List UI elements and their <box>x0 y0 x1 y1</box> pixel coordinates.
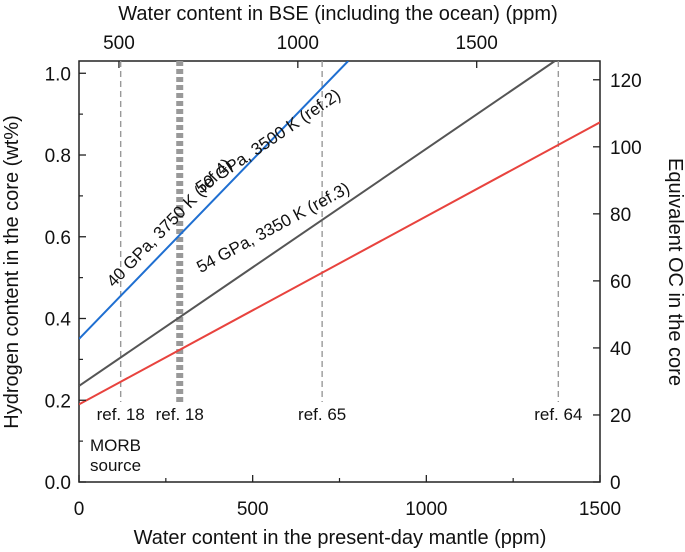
top-x-axis-title: Water content in BSE (including the ocea… <box>118 3 557 25</box>
series-line <box>79 61 556 387</box>
right-y-tick-label: 80 <box>610 205 631 226</box>
y-tick-label: 0.0 <box>45 473 71 494</box>
series-line <box>79 61 349 340</box>
ref-label: ref. 18 <box>97 405 145 424</box>
y-tick-label: 1.0 <box>45 64 71 85</box>
series-label: 54 GPa, 3350 K (ref.3) <box>193 179 352 277</box>
top-x-tick-label: 1000 <box>277 33 319 54</box>
x-axis-title: Water content in the present-day mantle … <box>134 527 547 549</box>
x-tick-label: 1500 <box>579 499 621 520</box>
right-y-tick-label: 60 <box>610 272 631 293</box>
y-tick-label: 0.6 <box>45 228 71 249</box>
ref-label: ref. 65 <box>298 405 346 424</box>
source-label: source <box>90 456 141 475</box>
x-tick-label: 500 <box>237 499 269 520</box>
y-tick-label: 0.4 <box>45 310 72 331</box>
ref-label: ref. 64 <box>534 405 582 424</box>
y-tick-label: 0.8 <box>45 146 71 167</box>
right-y-tick-label: 100 <box>610 138 642 159</box>
x-tick-label: 1000 <box>405 499 447 520</box>
right-y-tick-label: 0 <box>610 473 621 494</box>
series-line <box>79 121 600 406</box>
top-x-tick-label: 1500 <box>456 33 498 54</box>
top-x-tick-label: 500 <box>103 33 135 54</box>
y-tick-label: 0.2 <box>45 391 71 412</box>
morb-label: MORB <box>90 436 141 455</box>
y-axis-title: Hydrogen content in the core (wt%) <box>1 115 23 429</box>
right-y-tick-label: 120 <box>610 71 642 92</box>
right-y-tick-label: 20 <box>610 406 631 427</box>
right-y-tick-label: 40 <box>610 339 631 360</box>
series-label: 50 GPa, 3500 K (ref.2) <box>192 85 344 197</box>
right-y-axis-title: Equivalent OC in the core <box>664 158 685 386</box>
x-tick-label: 0 <box>74 499 85 520</box>
ref-label: ref. 18 <box>156 405 204 424</box>
